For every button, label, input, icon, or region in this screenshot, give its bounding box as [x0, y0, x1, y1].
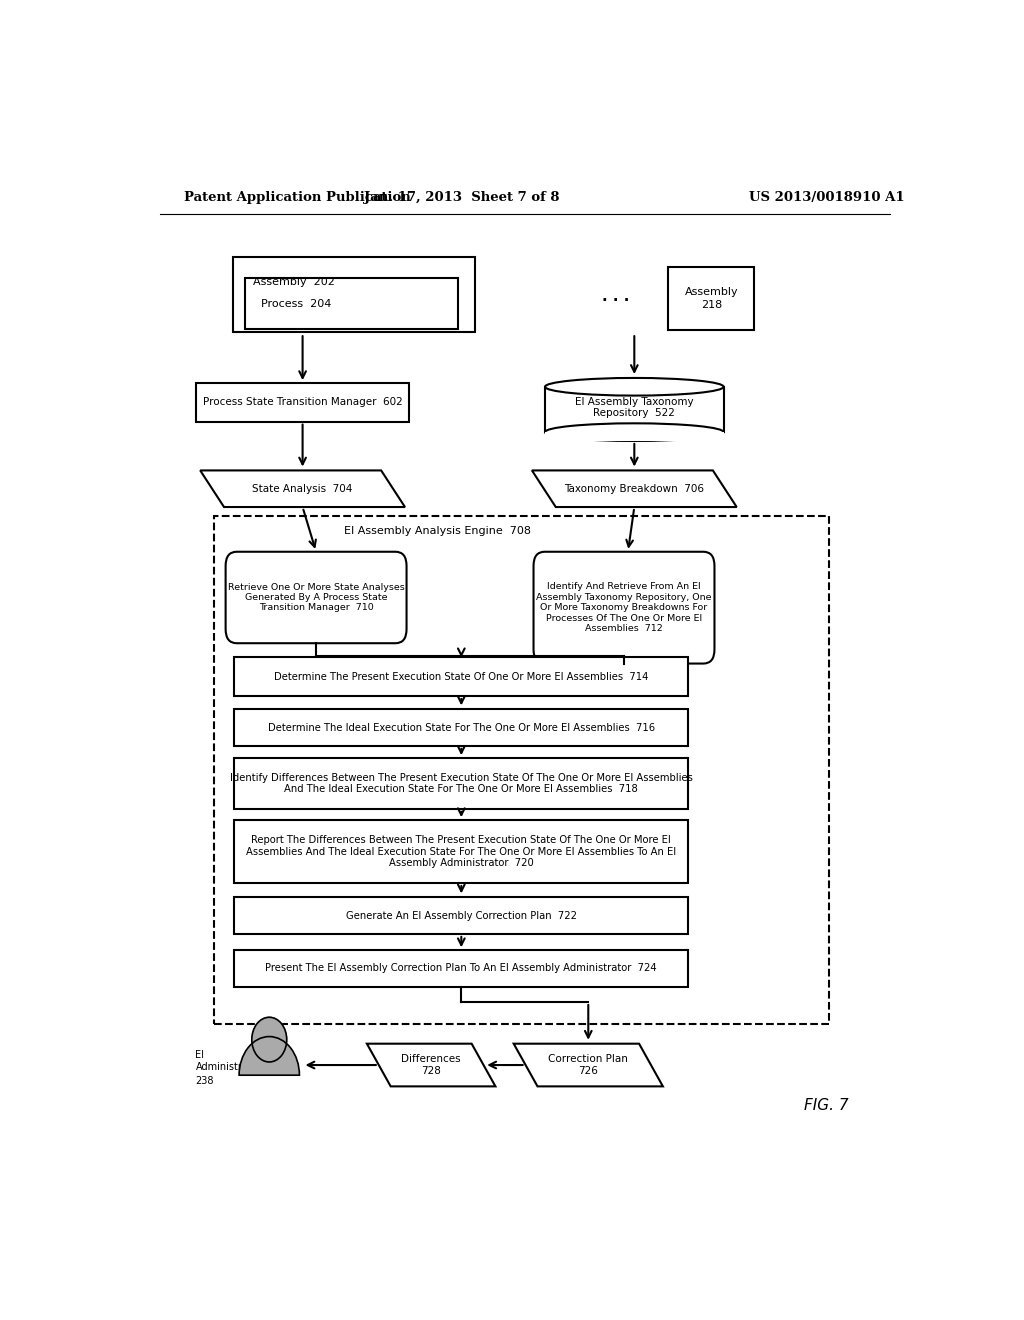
Polygon shape	[531, 470, 736, 507]
Text: Retrieve One Or More State Analyses
Generated By A Process State
Transition Mana: Retrieve One Or More State Analyses Gene…	[227, 582, 404, 612]
Bar	[669, 267, 754, 330]
Polygon shape	[514, 1044, 663, 1086]
Circle shape	[252, 1018, 287, 1063]
Text: Assembly: Assembly	[684, 286, 738, 297]
Text: EI Assembly Analysis Engine  708: EI Assembly Analysis Engine 708	[344, 527, 531, 536]
Bar	[234, 758, 688, 809]
FancyBboxPatch shape	[225, 552, 407, 643]
Text: State Analysis  704: State Analysis 704	[252, 483, 353, 494]
Text: Correction Plan
726: Correction Plan 726	[548, 1055, 629, 1076]
Bar	[545, 432, 724, 441]
Text: Determine The Present Execution State Of One Or More EI Assemblies  714: Determine The Present Execution State Of…	[274, 672, 648, 681]
Text: Process  204: Process 204	[261, 298, 332, 309]
Ellipse shape	[545, 378, 724, 396]
Bar	[234, 709, 688, 746]
Text: Report The Differences Between The Present Execution State Of The One Or More EI: Report The Differences Between The Prese…	[246, 836, 677, 869]
Bar	[197, 383, 409, 421]
Bar	[234, 950, 688, 987]
Text: Identify Differences Between The Present Execution State Of The One Or More EI A: Identify Differences Between The Present…	[229, 772, 693, 795]
Text: Process State Transition Manager  602: Process State Transition Manager 602	[203, 397, 402, 408]
Bar	[234, 657, 688, 696]
Text: EI Assembly Taxonomy
Repository  522: EI Assembly Taxonomy Repository 522	[575, 396, 693, 418]
Text: 238: 238	[196, 1076, 214, 1086]
Text: Present The EI Assembly Correction Plan To An EI Assembly Administrator  724: Present The EI Assembly Correction Plan …	[265, 964, 657, 973]
Wedge shape	[239, 1036, 299, 1076]
Bar	[234, 820, 688, 883]
FancyBboxPatch shape	[534, 552, 715, 664]
Text: Differences
728: Differences 728	[401, 1055, 461, 1076]
Bar	[234, 898, 688, 935]
Text: Patent Application Publication: Patent Application Publication	[183, 190, 411, 203]
Text: Jan. 17, 2013  Sheet 7 of 8: Jan. 17, 2013 Sheet 7 of 8	[364, 190, 559, 203]
Text: Taxonomy Breakdown  706: Taxonomy Breakdown 706	[564, 483, 705, 494]
Bar	[545, 387, 724, 432]
Text: US 2013/0018910 A1: US 2013/0018910 A1	[749, 190, 904, 203]
Bar	[214, 516, 828, 1024]
Text: Generate An EI Assembly Correction Plan  722: Generate An EI Assembly Correction Plan …	[346, 911, 577, 920]
Polygon shape	[201, 470, 404, 507]
Bar	[246, 279, 458, 329]
Text: Assembly  202: Assembly 202	[253, 277, 335, 288]
Ellipse shape	[545, 424, 724, 441]
Polygon shape	[367, 1044, 496, 1086]
Bar	[233, 257, 475, 333]
Text: . . .: . . .	[602, 289, 630, 304]
Text: EI
Administrator: EI Administrator	[196, 1051, 262, 1072]
Text: 218: 218	[700, 300, 722, 310]
Text: Identify And Retrieve From An EI
Assembly Taxonomy Repository, One
Or More Taxon: Identify And Retrieve From An EI Assembl…	[537, 582, 712, 634]
Text: Determine The Ideal Execution State For The One Or More EI Assemblies  716: Determine The Ideal Execution State For …	[267, 722, 655, 733]
Text: FIG. 7: FIG. 7	[804, 1098, 849, 1113]
